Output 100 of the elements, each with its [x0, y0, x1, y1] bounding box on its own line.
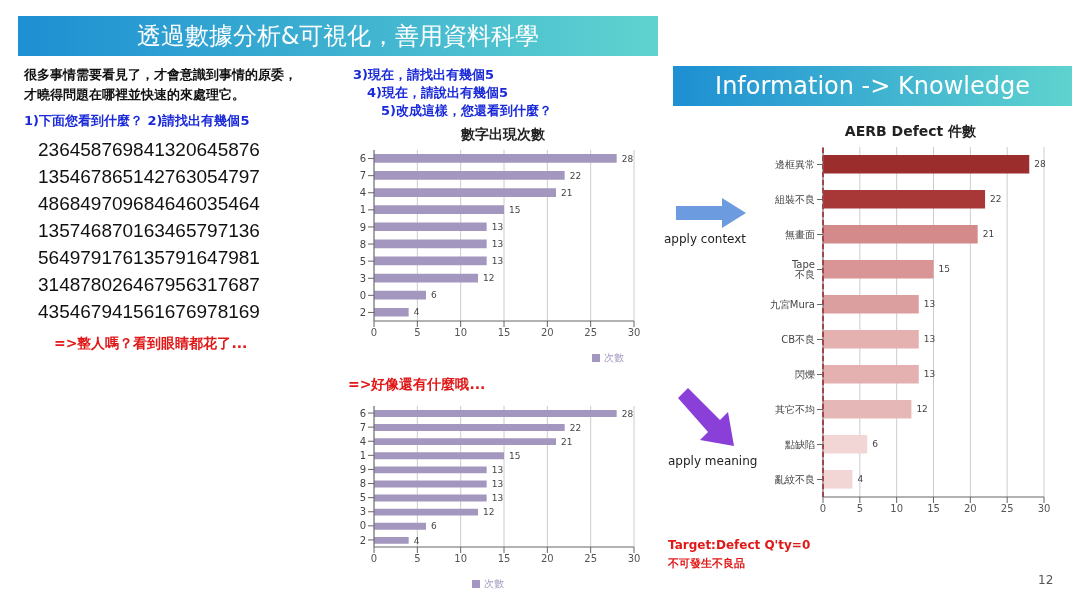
y-tick-label: 5	[359, 255, 366, 267]
y-tick-label: 7	[359, 170, 366, 182]
y-tick-label: 0	[359, 520, 366, 532]
text: 564979176135791647981	[38, 246, 261, 270]
text: apply meaning	[668, 454, 758, 468]
data-label: 12	[483, 273, 495, 284]
y-tick-label: 閃爍	[795, 369, 815, 381]
data-label: 22	[569, 422, 582, 433]
y-tick-label: 2	[359, 534, 366, 546]
text: apply context	[664, 232, 747, 246]
y-tick-label: 2	[359, 307, 366, 318]
text: =>好像還有什麼哦...	[348, 376, 486, 394]
text: 135746870163465797136	[38, 219, 261, 243]
bar	[823, 190, 986, 209]
y-tick-label: 7	[359, 421, 366, 433]
text: Target:Defect Q'ty=0	[668, 538, 811, 552]
data-label: 13	[923, 334, 936, 345]
bar	[374, 205, 504, 214]
y-tick-label: 3	[359, 506, 366, 518]
y-tick-label: 8	[359, 238, 366, 250]
bar	[374, 188, 556, 197]
x-tick-label: 25	[584, 553, 598, 565]
x-tick-label: 15	[497, 327, 511, 339]
text: 才曉得問題在哪裡並快速的來處理它。	[24, 86, 246, 104]
data-label: 22	[569, 170, 582, 181]
bar	[374, 438, 556, 446]
data-label: 13	[923, 299, 936, 310]
legend-label: 次數	[604, 352, 624, 363]
bar	[374, 171, 565, 180]
data-label: 28	[621, 408, 634, 419]
text: 不可發生不良品	[668, 556, 745, 571]
y-tick-label: 亂紋不良	[775, 474, 815, 486]
y-tick-label: 1	[359, 449, 366, 461]
data-label: 28	[621, 153, 634, 164]
data-label: 13	[491, 465, 504, 476]
bar	[374, 222, 487, 232]
data-label: 13	[491, 239, 504, 250]
y-tick-label: 8	[359, 478, 366, 490]
bar	[823, 435, 868, 454]
bar	[823, 365, 919, 384]
text: 3)現在，請找出有幾個5	[353, 66, 496, 84]
data-label: 4	[413, 307, 420, 318]
y-tick-label: 點缺陷	[784, 439, 815, 451]
chart-title: 數字出現次數	[460, 126, 546, 144]
data-label: 13	[491, 256, 504, 267]
data-label: 21	[561, 436, 573, 447]
data-label: 12	[916, 404, 928, 415]
data-label: 22	[990, 194, 1002, 205]
text: 4)現在，請說出有幾個5	[366, 84, 510, 102]
y-tick-label: Tape 不良	[790, 259, 815, 281]
bar	[374, 290, 426, 300]
y-tick-label: 邊框異常	[775, 159, 815, 171]
y-tick-label: CB不良	[781, 334, 815, 346]
data-label: 6	[431, 290, 437, 301]
x-tick-label: 0	[370, 327, 378, 339]
data-label: 15	[509, 450, 521, 461]
x-tick-label: 0	[819, 503, 827, 515]
data-label: 21	[561, 187, 573, 198]
x-tick-label: 10	[890, 503, 904, 515]
bar	[823, 400, 912, 419]
y-tick-label: 4	[359, 435, 366, 447]
data-label: 13	[491, 493, 504, 504]
y-tick-label: 九宮Mura	[769, 299, 815, 311]
x-tick-label: 5	[414, 553, 421, 565]
y-tick-label: 組裝不良	[774, 194, 815, 206]
bar	[823, 225, 978, 244]
y-tick-label: 無畫面	[785, 229, 815, 241]
data-label: 21	[982, 229, 995, 240]
y-tick-label: 9	[359, 221, 366, 233]
data-label: 13	[923, 369, 936, 380]
y-tick-label: 其它不均	[775, 404, 815, 416]
bar	[823, 295, 919, 314]
bar	[374, 307, 409, 317]
data-label: 15	[509, 204, 521, 215]
bar	[823, 470, 853, 489]
data-label: 4	[413, 535, 420, 546]
text: 135467865142763054797	[38, 165, 261, 189]
text: 486849709684646035464	[38, 192, 261, 216]
x-tick-label: 10	[454, 327, 468, 339]
x-tick-label: 25	[1000, 503, 1014, 515]
data-label: 15	[938, 264, 950, 275]
y-tick-label: 4	[359, 187, 366, 199]
y-tick-label: 3	[359, 272, 366, 284]
bar	[374, 256, 487, 266]
text: 435467941561676978169	[38, 300, 261, 324]
data-label: 28	[1034, 159, 1046, 170]
chart-title: AERB Defect 件數	[843, 123, 978, 141]
bar	[823, 155, 1030, 174]
y-tick-label: 0	[359, 289, 366, 301]
x-tick-label: 20	[540, 553, 554, 565]
data-label: 13	[491, 479, 504, 490]
bar	[374, 536, 409, 544]
data-label: 4	[857, 474, 864, 485]
bar	[823, 330, 919, 349]
bar	[374, 508, 478, 516]
x-tick-label: 0	[370, 553, 378, 565]
bar	[374, 424, 565, 431]
x-tick-label: 25	[584, 327, 598, 339]
bar	[374, 154, 617, 163]
x-tick-label: 5	[856, 503, 864, 515]
